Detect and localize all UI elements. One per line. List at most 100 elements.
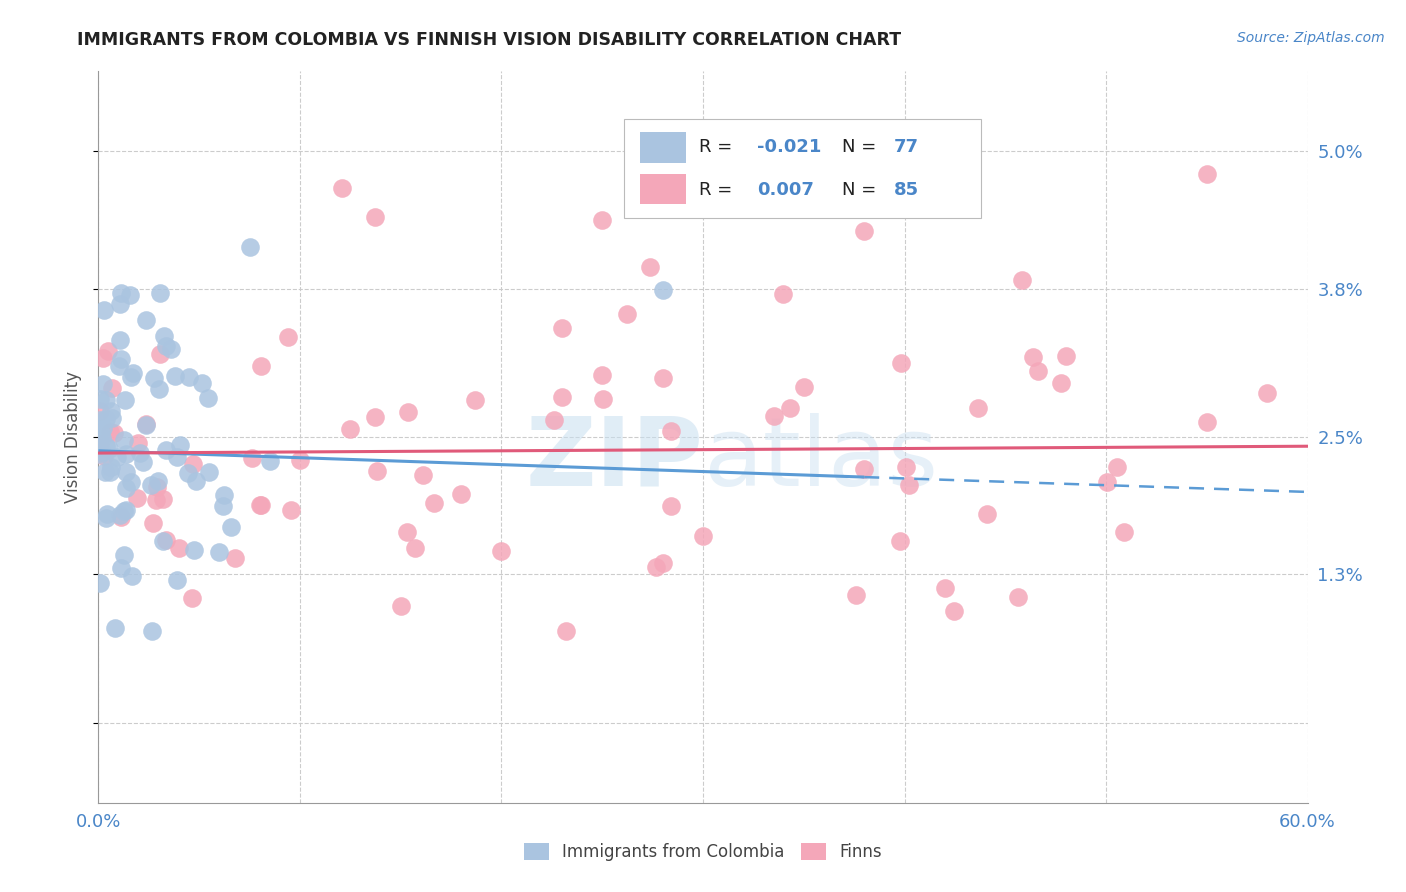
Point (616, 307, 638, 321)
Point (100, 460, 122, 475)
FancyBboxPatch shape (624, 119, 981, 218)
Point (779, 401, 801, 415)
Point (239, 240, 262, 254)
Point (793, 380, 815, 394)
Point (94, 439, 117, 453)
Point (94, 466, 117, 480)
Text: R =: R = (699, 181, 738, 199)
Point (364, 409, 387, 424)
Point (976, 507, 998, 521)
Point (224, 550, 246, 565)
Point (659, 424, 682, 438)
Point (853, 224, 876, 238)
Point (339, 422, 361, 436)
Point (591, 368, 613, 382)
Text: IMMIGRANTS FROM COLOMBIA VS FINNISH VISION DISABILITY CORRELATION CHART: IMMIGRANTS FROM COLOMBIA VS FINNISH VISI… (77, 31, 901, 49)
Point (240, 450, 263, 465)
Point (132, 455, 155, 469)
Point (363, 210, 385, 224)
Point (108, 359, 131, 373)
Point (97, 343, 120, 358)
Point (89, 392, 111, 407)
Point (190, 376, 212, 390)
Point (135, 418, 157, 433)
Point (108, 333, 131, 347)
Point (555, 624, 578, 639)
Point (464, 392, 486, 407)
Point (96, 412, 118, 426)
Point (100, 404, 122, 418)
Point (651, 121, 673, 136)
Point (93, 302, 115, 317)
Point (155, 339, 177, 353)
Point (118, 288, 141, 302)
Point (112, 504, 135, 518)
Point (96, 507, 118, 521)
Point (89, 576, 111, 591)
Point (591, 213, 613, 227)
Point (259, 454, 281, 468)
Point (120, 369, 142, 384)
Point (1026, 364, 1049, 378)
Point (141, 478, 163, 492)
Text: 85: 85 (894, 181, 920, 199)
Point (149, 347, 172, 361)
Y-axis label: Vision Disability: Vision Disability (65, 371, 83, 503)
Point (98, 442, 121, 456)
Point (108, 508, 131, 522)
Point (145, 493, 167, 508)
Point (772, 286, 794, 301)
Point (91, 351, 114, 365)
Point (179, 370, 201, 384)
Text: atlas: atlas (703, 412, 938, 506)
Point (845, 588, 868, 602)
Text: 0.007: 0.007 (758, 181, 814, 199)
Point (651, 371, 673, 385)
Point (389, 599, 412, 613)
Point (651, 556, 673, 570)
Point (114, 466, 136, 480)
Point (280, 502, 302, 516)
Point (89, 404, 111, 418)
Point (1054, 349, 1077, 363)
Point (98, 425, 121, 439)
Point (592, 392, 614, 407)
Point (212, 488, 235, 502)
Point (153, 329, 176, 343)
Point (1256, 386, 1278, 401)
Text: ZIP: ZIP (524, 412, 703, 506)
Point (645, 560, 668, 574)
Point (898, 478, 921, 492)
Point (169, 437, 191, 451)
Point (277, 330, 299, 344)
Point (146, 480, 169, 494)
Point (148, 382, 170, 396)
Point (450, 487, 472, 501)
Point (396, 525, 419, 540)
Point (100, 381, 122, 395)
Text: Source: ZipAtlas.com: Source: ZipAtlas.com (1237, 31, 1385, 45)
Point (1007, 590, 1029, 604)
Point (127, 436, 149, 450)
Point (1049, 376, 1071, 390)
Point (89, 447, 111, 461)
Point (853, 462, 876, 476)
Point (1112, 524, 1135, 539)
Point (943, 604, 966, 618)
Point (250, 359, 273, 373)
Point (105, 450, 128, 464)
Point (90, 426, 112, 441)
Point (149, 285, 172, 300)
Point (121, 569, 143, 583)
Text: R =: R = (699, 138, 738, 156)
Point (121, 366, 143, 380)
Point (396, 405, 419, 419)
Point (551, 320, 574, 334)
Text: -0.021: -0.021 (758, 138, 821, 156)
Point (889, 533, 911, 548)
Point (1011, 273, 1033, 287)
Point (159, 343, 181, 357)
Point (152, 491, 174, 506)
Point (128, 446, 150, 460)
Point (163, 369, 186, 384)
